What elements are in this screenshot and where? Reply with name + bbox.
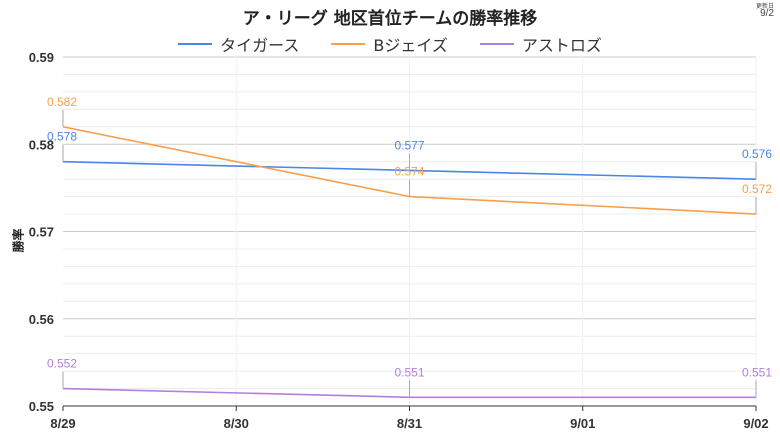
legend: タイガース Bジェイズ アストロズ [0,32,780,56]
data-label: 0.552 [47,357,77,371]
chart-title: ア・リーグ 地区首位チームの勝率推移 [242,9,538,29]
data-label: 0.572 [742,182,772,196]
x-tick-label: 9/02 [743,416,768,431]
legend-label-bluejays: Bジェイズ [373,36,448,55]
x-tick-label: 8/30 [224,416,249,431]
data-label: 0.578 [47,130,77,144]
data-label: 0.582 [47,95,77,109]
legend-item-astros[interactable]: アストロズ [479,32,602,56]
legend-swatch-tigers [178,43,213,45]
x-tick-label: 8/29 [50,416,75,431]
legend-label-tigers: タイガース [220,36,300,55]
x-tick-label: 9/01 [570,416,595,431]
y-tick-label: 0.56 [29,312,54,327]
y-tick-label: 0.55 [29,399,54,414]
y-tick-label: 0.59 [29,50,54,65]
legend-label-astros: アストロズ [521,36,602,55]
legend-item-bluejays[interactable]: Bジェイズ [331,32,448,56]
x-tick-label: 8/31 [397,416,422,431]
legend-swatch-astros [479,43,514,45]
legend-item-tigers[interactable]: タイガース [178,32,299,56]
data-label: 0.551 [394,365,424,379]
update-date: 9/2 [760,8,774,19]
data-label: 0.551 [742,365,772,379]
update-label: 更新日 [755,3,774,10]
y-tick-label: 0.57 [29,225,54,240]
data-label: 0.577 [394,138,424,152]
legend-swatch-bluejays [331,43,366,45]
y-tick-label: 0.58 [29,137,54,152]
data-label: 0.576 [742,147,772,161]
data-label: 0.574 [394,165,424,179]
